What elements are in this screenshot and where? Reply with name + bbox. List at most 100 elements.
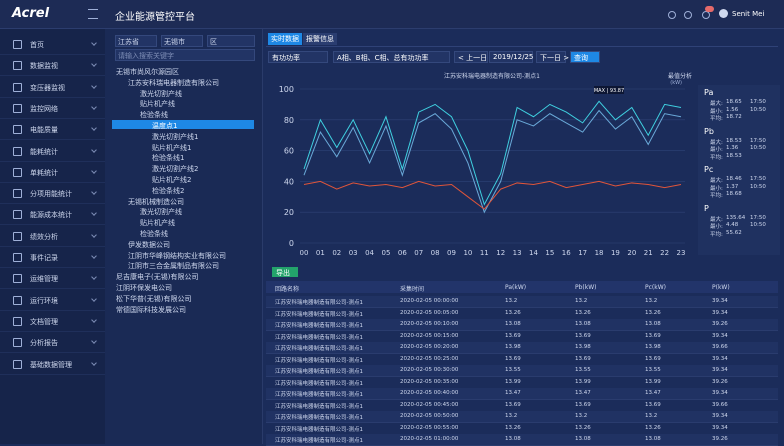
menu-icon [13, 189, 22, 198]
menu-item[interactable]: 分项用能统计 [0, 183, 105, 204]
toolbar-control[interactable]: 有功功率 [268, 51, 328, 63]
tab[interactable]: 报警信息 [303, 33, 337, 45]
menu-label[interactable]: 单耗统计 [30, 168, 58, 178]
menu-item[interactable]: 事件记录 [0, 247, 105, 268]
table-cell: 2020-02-05 00:40:00 [400, 390, 458, 396]
table-cell: 13.99 [505, 379, 521, 385]
menu-item[interactable]: 监控网络 [0, 98, 105, 119]
menu-label[interactable]: 分项用能统计 [30, 189, 72, 199]
select-value[interactable]: 区 [210, 37, 217, 47]
tree-node[interactable]: 激光切割产线 [140, 89, 182, 99]
table-cell: 13.47 [505, 390, 521, 396]
tree-node[interactable]: 常德国际科技发展公司 [116, 305, 186, 315]
menu-item[interactable]: 首页 [0, 34, 105, 55]
select-value[interactable]: 江苏省 [118, 37, 139, 47]
toolbar-control[interactable]: < 上一日 [454, 51, 488, 63]
table-cell: 39.34 [712, 310, 728, 316]
toolbar-label[interactable]: 有功功率 [272, 53, 300, 63]
tree-node[interactable]: 松下华普(无锡)有限公司 [116, 294, 191, 304]
select-value[interactable]: 无锡市 [164, 37, 185, 47]
menu-item[interactable]: 分析报告 [0, 332, 105, 353]
menu-label[interactable]: 能源成本统计 [30, 210, 72, 220]
tree-node[interactable]: 贴片机产线 [140, 99, 175, 109]
user-name[interactable]: Senit Mei [732, 10, 764, 18]
toolbar-label[interactable]: A相、B相、C相、总有功功率 [337, 53, 428, 63]
chart-option: 最值分析 [668, 72, 692, 80]
toolbar-label[interactable]: < 上一日 [458, 53, 487, 63]
toolbar-label[interactable]: 查询 [574, 53, 588, 63]
tree-node[interactable]: 温度点1 [152, 121, 177, 131]
menu-item[interactable]: 基础数据管理 [0, 354, 105, 375]
menu-label[interactable]: 基础数据管理 [30, 360, 72, 370]
tree-node[interactable]: 江阴市三合金属制品有限公司 [128, 261, 219, 271]
stat-name: P [704, 204, 709, 213]
header-icon[interactable] [684, 11, 692, 19]
tree-node[interactable]: 贴片机产线1 [152, 143, 191, 153]
header-icon[interactable] [702, 11, 710, 19]
stat-value: 18.68 [726, 191, 742, 197]
toolbar-control[interactable]: A相、B相、C相、总有功功率 [333, 51, 450, 63]
menu-label[interactable]: 电能质量 [30, 125, 58, 135]
tree-node[interactable]: 伊发数据公司 [128, 240, 170, 250]
x-tick-label: 08 [431, 249, 440, 257]
tree-node[interactable]: 检验条线2 [152, 186, 184, 196]
tree-node[interactable]: 检验条线 [140, 110, 168, 120]
tree-node[interactable]: 江苏安科瑞电器制造有限公司 [128, 78, 219, 88]
export-button[interactable]: 导出 [272, 267, 298, 277]
toolbar-label[interactable]: 2019/12/25 [493, 53, 533, 61]
menu-item[interactable]: 能耗统计 [0, 141, 105, 162]
tree-node[interactable]: 激光切割产线2 [152, 164, 198, 174]
menu-item[interactable]: 运行环境 [0, 290, 105, 311]
tree-node[interactable]: 尼吉康电子(无锡)有限公司 [116, 272, 198, 282]
tree-node[interactable]: 江阴环保发电公司 [116, 283, 172, 293]
tree-node[interactable]: 激光切割产线1 [152, 132, 198, 142]
toolbar-control[interactable]: 2019/12/25 [489, 51, 533, 63]
menu-label[interactable]: 数据监视 [30, 61, 58, 71]
select[interactable]: 江苏省 [115, 35, 157, 47]
menu-toggle[interactable] [88, 9, 98, 19]
select[interactable]: 无锡市 [161, 35, 203, 47]
menu-label[interactable]: 绩效分析 [30, 232, 58, 242]
tree-node[interactable]: 贴片机产线2 [152, 175, 191, 185]
menu-label[interactable]: 分析报告 [30, 338, 58, 348]
y-tick-label: 80 [284, 116, 294, 125]
tree-node[interactable]: 贴片机产线 [140, 218, 175, 228]
menu-label[interactable]: 文档管理 [30, 317, 58, 327]
menu-item[interactable]: 单耗统计 [0, 162, 105, 183]
header-icon[interactable] [668, 11, 676, 19]
menu-item[interactable]: 绩效分析 [0, 226, 105, 247]
menu-label[interactable]: 变压器监视 [30, 83, 65, 93]
menu-label[interactable]: 监控网络 [30, 104, 58, 114]
menu-label[interactable]: 事件记录 [30, 253, 58, 263]
tab[interactable]: 实时数据 [268, 33, 302, 45]
toolbar-label[interactable]: 下一日 > [540, 53, 569, 63]
select[interactable]: 区 [207, 35, 255, 47]
tree-node[interactable]: 检验条线 [140, 229, 168, 239]
toolbar-control[interactable]: 下一日 > [536, 51, 566, 63]
menu-item[interactable]: 变压器监视 [0, 77, 105, 98]
menu-label[interactable]: 首页 [30, 40, 44, 50]
avatar[interactable] [719, 9, 728, 18]
menu-item[interactable]: 运维管理 [0, 268, 105, 289]
menu-label[interactable]: 运行环境 [30, 296, 58, 306]
search-input[interactable]: 请输入搜索关键字 [115, 49, 255, 61]
menu-label[interactable]: 能耗统计 [30, 147, 58, 157]
tree-node[interactable]: 激光切割产线 [140, 207, 182, 217]
search-placeholder[interactable]: 请输入搜索关键字 [118, 51, 174, 61]
toolbar-control[interactable]: 查询 [570, 51, 600, 63]
tree-node[interactable]: 检验条线1 [152, 153, 184, 163]
menu-item[interactable]: 能源成本统计 [0, 204, 105, 225]
table-cell: 39.34 [712, 413, 728, 419]
tree-node[interactable]: 无锡机械制造公司 [128, 197, 184, 207]
menu-item[interactable]: 文档管理 [0, 311, 105, 332]
menu-icon [13, 317, 22, 326]
tree-node[interactable]: 无锡市尚风尔源园区 [116, 67, 179, 77]
menu-label[interactable]: 运维管理 [30, 274, 58, 284]
menu-item[interactable]: 电能质量 [0, 119, 105, 140]
menu-item[interactable]: 数据监视 [0, 55, 105, 76]
x-tick-label: 04 [365, 249, 374, 257]
export-label[interactable]: 导出 [276, 268, 290, 278]
table-cell: 39.26 [712, 436, 728, 442]
stat-value: 18.65 [726, 99, 742, 105]
tree-node[interactable]: 江阴市华峰钢结构实业有限公司 [128, 251, 226, 261]
